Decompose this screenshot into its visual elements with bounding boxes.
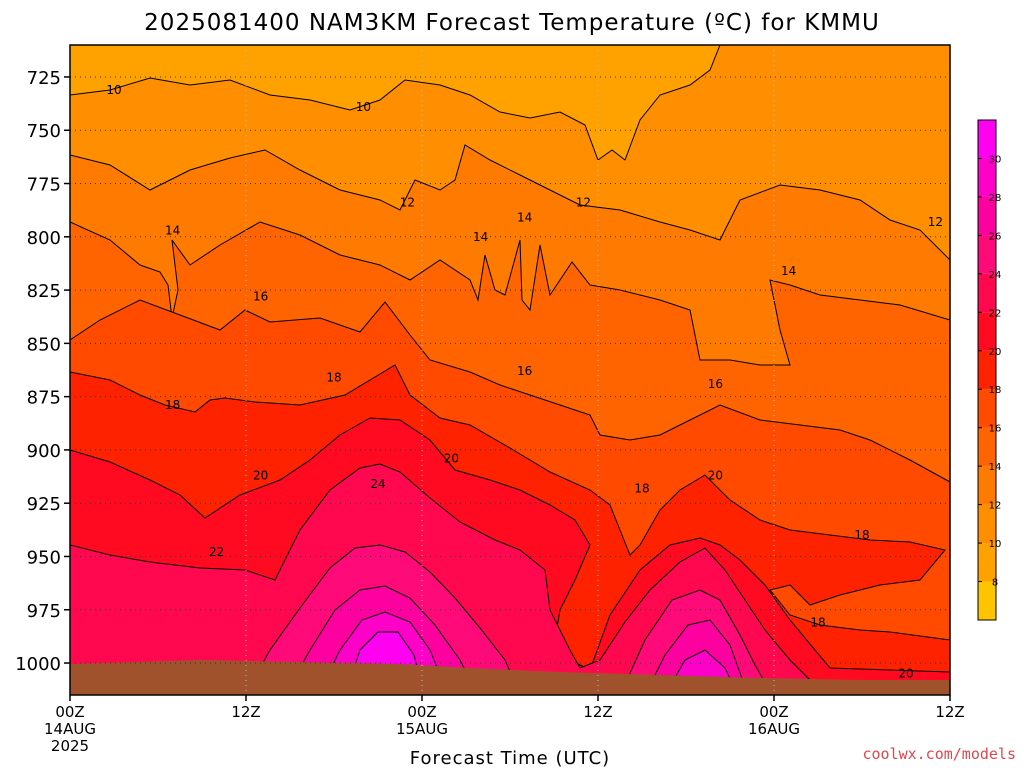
y-tick-label: 850 bbox=[27, 334, 61, 355]
contour-label: 16 bbox=[708, 377, 723, 391]
colorbar-swatch bbox=[978, 581, 996, 620]
contour-label: 14 bbox=[473, 230, 488, 244]
colorbar-swatch bbox=[978, 235, 996, 274]
colorbar-label: 28 bbox=[989, 193, 1002, 204]
contour-label: 18 bbox=[854, 528, 869, 542]
contour-label: 24 bbox=[370, 477, 385, 491]
y-tick-label: 900 bbox=[27, 441, 61, 462]
colorbar-label: 20 bbox=[989, 347, 1002, 358]
y-tick-label: 725 bbox=[27, 68, 61, 89]
contour-label: 20 bbox=[708, 468, 723, 482]
colorbar-swatch bbox=[978, 312, 996, 351]
x-axis-title: Forecast Time (UTC) bbox=[410, 748, 610, 768]
x-tick-label: 00Z bbox=[407, 703, 436, 721]
gridlines bbox=[69, 45, 951, 695]
x-tick-label: 12Z bbox=[583, 703, 612, 721]
x-tick-label: 00Z bbox=[759, 703, 788, 721]
contour-label: 16 bbox=[517, 364, 532, 378]
colorbar-label: 16 bbox=[989, 424, 1002, 435]
contour-label: 16 bbox=[253, 289, 268, 303]
plot-frame bbox=[69, 44, 951, 696]
colorbar-label: 10 bbox=[989, 539, 1002, 550]
colorbar-swatch bbox=[978, 389, 996, 428]
contour-label: 12 bbox=[400, 196, 415, 210]
colorbar-swatch bbox=[978, 158, 996, 197]
x-tick-label: 16AUG bbox=[748, 720, 800, 738]
colorbar-swatch bbox=[978, 196, 996, 236]
contour-label: 12 bbox=[928, 215, 943, 229]
y-axis: 725 750 775 800 825 850 875 900 925 950 975 1000 bbox=[15, 68, 70, 675]
contour-label: 18 bbox=[165, 398, 180, 412]
x-tick-label: 12Z bbox=[231, 703, 260, 721]
colorbar-label: 12 bbox=[989, 501, 1002, 512]
contour-label: 14 bbox=[517, 211, 532, 225]
contour-label: 20 bbox=[898, 667, 913, 681]
x-tick-label: 14AUG bbox=[44, 720, 96, 738]
credit-text: coolwx.com/models bbox=[862, 745, 1016, 763]
colorbar-label: 14 bbox=[989, 462, 1002, 473]
colorbar-swatch bbox=[978, 350, 996, 390]
colorbar-label: 18 bbox=[989, 385, 1002, 396]
colorbar: 8 10 12 14 16 18 20 22 24 26 28 30 bbox=[977, 119, 1002, 621]
colorbar-label: 22 bbox=[989, 308, 1002, 319]
y-tick-label: 775 bbox=[27, 175, 61, 196]
contour-labels: 10 10 12 12 12 14 14 14 14 16 16 16 18 18 18 18 18 20 20 20… bbox=[106, 83, 943, 681]
y-tick-label: 875 bbox=[27, 388, 61, 409]
colorbar-frame bbox=[977, 119, 997, 621]
contour-label: 20 bbox=[253, 468, 268, 482]
y-tick-label: 950 bbox=[27, 547, 61, 568]
colorbar-swatch bbox=[978, 504, 996, 544]
colorbar-label: 8 bbox=[992, 578, 998, 589]
colorbar-label: 26 bbox=[989, 231, 1002, 242]
colorbar-swatch bbox=[978, 543, 996, 582]
y-tick-label: 975 bbox=[27, 601, 61, 622]
y-tick-label: 925 bbox=[27, 494, 61, 515]
colorbar-swatch bbox=[978, 427, 996, 467]
x-tick-label: 12Z bbox=[935, 703, 964, 721]
x-tick-label: 15AUG bbox=[396, 720, 448, 738]
contour-label: 10 bbox=[106, 83, 121, 97]
contour-label: 18 bbox=[326, 370, 341, 384]
contour-label: 20 bbox=[444, 451, 459, 465]
colorbar-swatch bbox=[978, 120, 996, 159]
ground-surface bbox=[70, 660, 950, 695]
y-tick-label: 825 bbox=[27, 281, 61, 302]
contour-label: 18 bbox=[810, 616, 825, 630]
chart-title: 2025081400 NAM3KM Forecast Temperature (… bbox=[144, 10, 880, 36]
contour-label: 22 bbox=[209, 545, 224, 559]
x-tick-label: 2025 bbox=[51, 737, 89, 755]
colorbar-swatch bbox=[978, 466, 996, 505]
contour-label: 12 bbox=[576, 196, 591, 210]
colorbar-label: 24 bbox=[989, 270, 1002, 281]
contour-label: 18 bbox=[634, 481, 649, 495]
plot-area bbox=[70, 45, 950, 695]
contour-label: 10 bbox=[356, 100, 371, 114]
y-tick-label: 800 bbox=[27, 228, 61, 249]
contour-label: 14 bbox=[165, 223, 180, 237]
colorbar-swatch bbox=[978, 273, 996, 313]
colorbar-label: 30 bbox=[989, 154, 1002, 165]
y-tick-label: 750 bbox=[27, 121, 61, 142]
contour-label: 14 bbox=[781, 264, 796, 278]
y-tick-label: 1000 bbox=[15, 654, 61, 675]
x-tick-label: 00Z bbox=[55, 703, 84, 721]
